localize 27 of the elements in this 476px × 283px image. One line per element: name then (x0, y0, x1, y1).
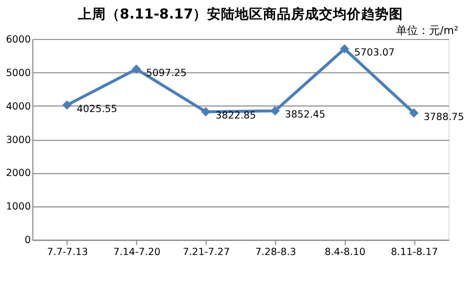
data-label: 4025.55 (76, 104, 118, 115)
data-label: 5097.25 (146, 68, 187, 80)
x-tick-label: 7.7-7.13 (47, 246, 88, 258)
y-tick-label: 3000 (6, 134, 31, 146)
y-tick-label: 0 (24, 235, 31, 246)
data-label: 3852.45 (284, 110, 326, 121)
x-tick-label: 7.21-7.27 (182, 246, 230, 258)
point (201, 107, 210, 116)
point (62, 100, 72, 110)
data-label: 3788.75 (424, 112, 464, 123)
point (270, 106, 280, 116)
y-tick-label: 2000 (6, 168, 31, 180)
point (132, 64, 142, 74)
data-label: 3822.85 (216, 110, 256, 122)
y-tick-label: 4000 (6, 101, 31, 112)
point (340, 44, 350, 54)
text: 单位：元/m² (396, 24, 458, 38)
x-tick-label: 8.4-8.10 (324, 246, 366, 258)
y-tick-label: 5000 (6, 68, 31, 79)
chart-title: 上周（8.11-8.17）安陆地区商品房成交均价趋势图 (76, 5, 404, 22)
y-tick-label: 6000 (6, 34, 31, 46)
point (409, 108, 419, 118)
x-tick-label: 7.14-7.20 (113, 246, 160, 258)
x-tick-label: 7.28-8.3 (255, 246, 296, 258)
y-tick-label: 1000 (6, 202, 31, 213)
x-tick-label: 8.11-8.17 (390, 246, 438, 258)
data-label: 5703.07 (354, 48, 395, 59)
